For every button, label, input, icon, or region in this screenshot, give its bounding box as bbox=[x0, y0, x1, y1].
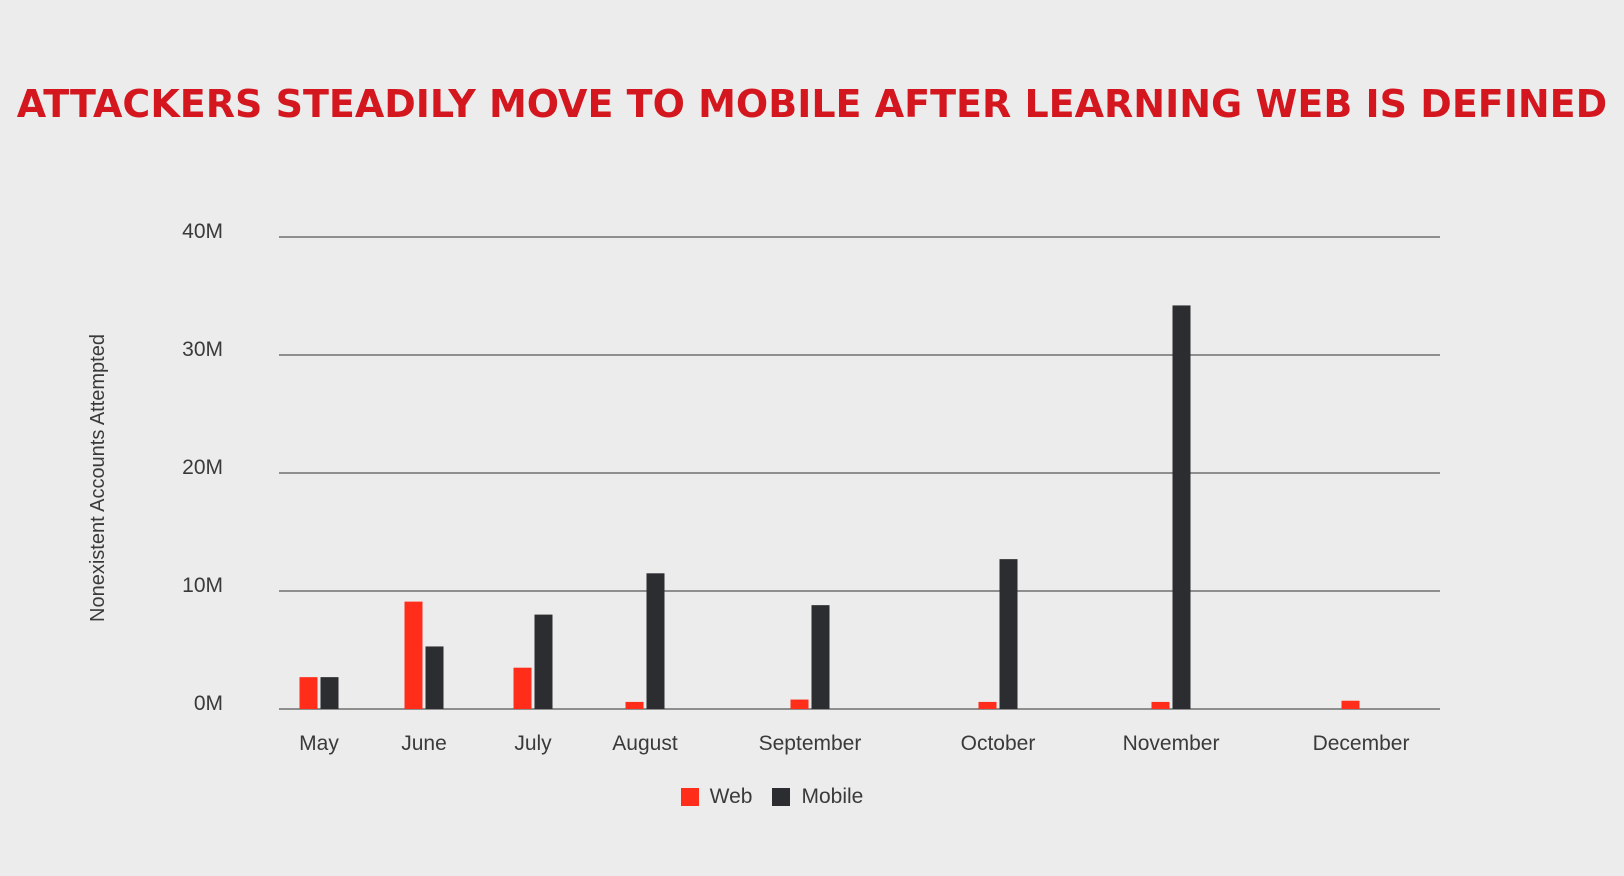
chart-title: ATTACKERS STEADILY MOVE TO MOBILE AFTER … bbox=[16, 82, 1608, 126]
bar-mobile-august bbox=[646, 573, 665, 709]
y-tick-label: 0M bbox=[194, 692, 223, 715]
bar-mobile-september bbox=[811, 605, 830, 709]
x-tick-label: August bbox=[612, 732, 678, 755]
bar-web-july bbox=[513, 667, 532, 709]
legend-label-mobile: Mobile bbox=[801, 785, 864, 808]
bars bbox=[299, 305, 1360, 709]
bar-web-may bbox=[299, 677, 318, 709]
bar-web-june bbox=[404, 601, 423, 709]
x-tick-label: May bbox=[299, 732, 339, 755]
x-axis-labels: May June July August September October Novembe… bbox=[299, 732, 1409, 755]
x-tick-label: September bbox=[759, 732, 862, 755]
bar-mobile-july bbox=[534, 614, 553, 709]
bar-mobile-may bbox=[320, 677, 339, 709]
legend-swatch-web bbox=[680, 788, 699, 806]
y-axis-ticks: 0M 10M 20M 30M 40M bbox=[182, 220, 223, 715]
y-tick-label: 10M bbox=[182, 574, 223, 597]
bar-web-august bbox=[625, 701, 644, 709]
bar-mobile-june bbox=[425, 646, 444, 709]
x-tick-label: October bbox=[961, 732, 1036, 755]
x-tick-label: June bbox=[401, 732, 447, 755]
bar-web-december bbox=[1341, 700, 1360, 709]
x-tick-label: November bbox=[1123, 732, 1220, 755]
y-axis-label: Nonexistent Accounts Attempted bbox=[87, 334, 109, 622]
y-tick-label: 20M bbox=[182, 456, 223, 479]
legend-item-web: Web bbox=[680, 785, 753, 809]
gridlines bbox=[279, 236, 1440, 710]
bar-web-october bbox=[978, 701, 997, 709]
bar-web-september bbox=[790, 699, 809, 709]
bar-mobile-november bbox=[1172, 305, 1191, 709]
x-tick-label: December bbox=[1313, 732, 1410, 755]
x-tick-label: July bbox=[514, 732, 552, 755]
bar-mobile-october bbox=[999, 559, 1018, 709]
legend-label-web: Web bbox=[709, 785, 753, 808]
bar-web-november bbox=[1151, 701, 1170, 709]
legend-swatch-mobile bbox=[772, 788, 791, 806]
legend: Web Mobile bbox=[0, 785, 1584, 809]
legend-item-mobile: Mobile bbox=[772, 785, 863, 809]
y-tick-label: 30M bbox=[182, 338, 223, 361]
y-tick-label: 40M bbox=[182, 220, 223, 243]
